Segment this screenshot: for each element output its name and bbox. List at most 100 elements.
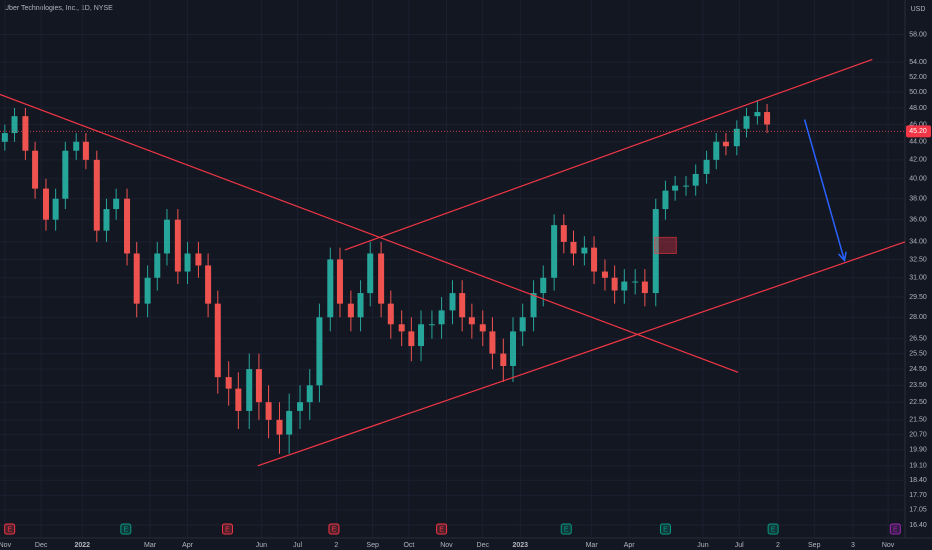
y-tick-label: 18.40: [909, 477, 927, 484]
candle-body: [733, 128, 740, 147]
candle-body: [662, 190, 669, 210]
chart-title: Uber Technologies, Inc., 1D, NYSE: [4, 5, 113, 12]
y-tick-label: 16.40: [909, 522, 927, 529]
candle-body: [418, 324, 425, 347]
y-tick-label: 50.00: [909, 89, 927, 96]
candle-body: [672, 185, 679, 191]
candle-body: [713, 141, 720, 160]
y-tick-label: 54.00: [909, 59, 927, 66]
event-label: E: [332, 526, 337, 533]
trend-line: [0, 93, 739, 373]
candle-body: [683, 185, 690, 187]
y-tick-label: 38.00: [909, 196, 927, 203]
x-tick-label: Mar: [144, 542, 157, 549]
candle-body: [703, 159, 710, 174]
y-tick-label: 40.00: [909, 176, 927, 183]
candle-body: [540, 277, 547, 294]
event-badge: [4, 523, 16, 535]
x-tick-label: Dec: [35, 542, 48, 549]
candle-body: [489, 331, 496, 354]
currency-label[interactable]: USD: [911, 6, 926, 13]
y-tick-label: 22.50: [909, 399, 927, 406]
candle-body: [652, 209, 659, 294]
candle-body: [174, 219, 181, 272]
event-badge: [659, 523, 671, 535]
event-badge: [560, 523, 572, 535]
x-tick-label: 2022: [74, 542, 90, 549]
candle-body: [255, 369, 262, 403]
candle-body: [722, 141, 729, 147]
candle-body: [581, 247, 588, 254]
y-tick-label: 58.00: [909, 31, 927, 38]
y-tick-label: 48.00: [909, 105, 927, 112]
candle-body: [205, 265, 212, 304]
y-tick-label: 34.00: [909, 239, 927, 246]
y-tick-label: 23.50: [909, 382, 927, 389]
candle-body: [367, 253, 374, 294]
x-tick-label: Nov: [882, 542, 895, 549]
candle-body: [246, 369, 253, 411]
candle-body: [297, 402, 304, 411]
event-label: E: [225, 526, 230, 533]
y-tick-label: 26.50: [909, 336, 927, 343]
candle-body: [347, 303, 354, 318]
event-badge: [889, 523, 901, 535]
y-tick-label: 17.05: [909, 507, 927, 514]
x-tick-label: 3: [851, 542, 855, 549]
candle-body: [286, 410, 293, 435]
candle-body: [225, 377, 232, 389]
candle-body: [570, 241, 577, 254]
candle-body: [82, 141, 89, 160]
last-price-badge: [906, 125, 931, 138]
event-label: E: [439, 526, 444, 533]
y-tick-label: 44.00: [909, 139, 927, 146]
y-tick-label: 24.50: [909, 366, 927, 373]
x-tick-label: Mar: [586, 542, 599, 549]
y-tick-label: 19.10: [909, 463, 927, 470]
candle-body: [336, 259, 343, 304]
candle-body: [509, 331, 516, 366]
candle-body: [306, 385, 313, 403]
y-tick-label: 25.50: [909, 350, 927, 357]
arrow-head: [837, 251, 847, 263]
candle-body: [316, 317, 323, 386]
candle-body: [398, 324, 405, 332]
x-tick-label: Oct: [403, 542, 414, 549]
event-badge: [120, 523, 132, 535]
y-tick-label: 36.00: [909, 217, 927, 224]
candle-body: [124, 198, 131, 254]
trend-line: [257, 241, 906, 467]
candle-body: [73, 141, 80, 151]
candle-body: [113, 198, 120, 210]
event-badge: [436, 523, 448, 535]
y-tick-label: 32.50: [909, 256, 927, 263]
y-tick-label: 29.50: [909, 294, 927, 301]
candle-body: [133, 253, 140, 304]
event-badge: [221, 523, 233, 535]
x-tick-label: 2: [334, 542, 338, 549]
y-tick-label: 19.90: [909, 447, 927, 454]
highlight-box: [654, 236, 677, 254]
candle-body: [11, 116, 18, 134]
x-tick-label: Sep: [808, 542, 821, 549]
event-badge: [767, 523, 779, 535]
y-tick-label: 28.00: [909, 314, 927, 321]
x-tick-label: Jul: [735, 542, 744, 549]
y-tick-label: 17.70: [909, 492, 927, 499]
event-label: E: [123, 526, 128, 533]
y-tick-label: 20.70: [909, 431, 927, 438]
y-tick-label: 52.00: [909, 74, 927, 81]
candle-body: [611, 277, 618, 291]
candle-body: [32, 150, 39, 189]
event-label: E: [771, 526, 776, 533]
candle-body: [235, 388, 242, 411]
x-tick-label: 2023: [512, 542, 528, 549]
event-badge: [328, 523, 340, 535]
candle-body: [428, 324, 435, 326]
candle-body: [163, 219, 170, 254]
event-label: E: [7, 526, 12, 533]
candle-body: [276, 419, 283, 435]
candle-body: [184, 253, 191, 272]
candle-body: [632, 281, 639, 283]
candle-body: [195, 253, 202, 266]
